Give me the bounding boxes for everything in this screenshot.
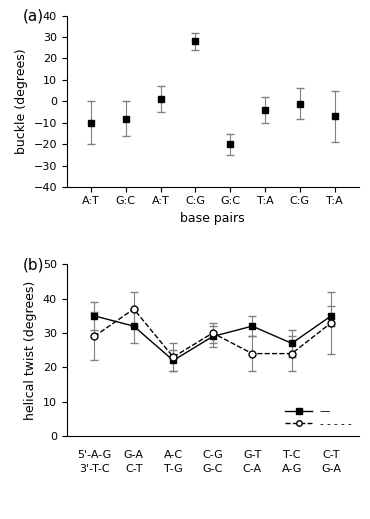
Text: G-C: G-C xyxy=(202,464,223,474)
Legend: —, - - - - -: —, - - - - - xyxy=(283,404,354,431)
Text: 5'-A-G: 5'-A-G xyxy=(77,450,111,460)
Y-axis label: helical twist (degrees): helical twist (degrees) xyxy=(24,281,37,420)
Y-axis label: buckle (degrees): buckle (degrees) xyxy=(15,49,28,154)
Text: C-G: C-G xyxy=(202,450,223,460)
Text: T-G: T-G xyxy=(164,464,183,474)
Text: G-A: G-A xyxy=(124,450,144,460)
X-axis label: base pairs: base pairs xyxy=(181,212,245,225)
Text: G-T: G-T xyxy=(243,450,262,460)
Text: A-C: A-C xyxy=(164,450,183,460)
Text: (a): (a) xyxy=(23,9,44,24)
Text: G-A: G-A xyxy=(321,464,341,474)
Text: C-A: C-A xyxy=(243,464,262,474)
Text: C-T: C-T xyxy=(323,450,340,460)
Text: 3'-T-C: 3'-T-C xyxy=(79,464,110,474)
Text: C-T: C-T xyxy=(125,464,142,474)
Text: A-G: A-G xyxy=(282,464,302,474)
Text: T-C: T-C xyxy=(283,450,300,460)
Text: (b): (b) xyxy=(23,257,44,272)
